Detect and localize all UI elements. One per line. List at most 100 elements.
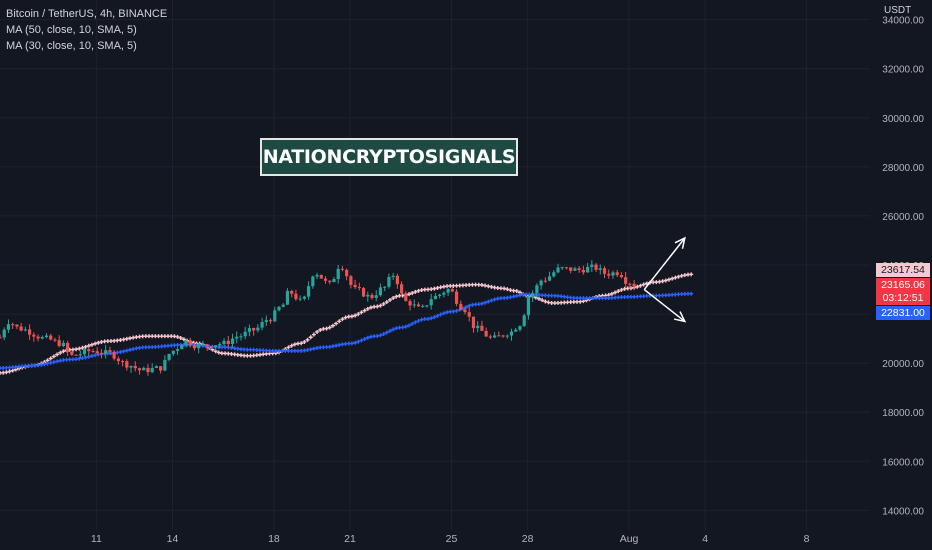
ma50-marker: [689, 272, 694, 277]
candle-body: [252, 328, 256, 331]
ma30-marker: [489, 298, 494, 303]
price-tick-label: 28000.00: [882, 163, 924, 174]
ma30-marker: [124, 348, 129, 353]
time-axis[interactable]: 11 14 18 21 25 28 Aug 4 8: [91, 533, 810, 545]
candle-body: [539, 280, 543, 286]
candle-body: [53, 339, 57, 341]
ma50-marker: [318, 327, 323, 332]
candle-body: [467, 312, 471, 317]
ma30-marker: [45, 361, 50, 366]
ma50-marker: [302, 339, 307, 344]
candle-body: [564, 267, 569, 269]
time-tick-label: 18: [268, 533, 280, 545]
ma50-marker: [327, 325, 332, 330]
ma30-marker: [479, 301, 484, 306]
ma50-marker: [181, 337, 186, 342]
candle-body: [192, 345, 197, 349]
ma50-marker: [663, 278, 668, 283]
ma50-marker: [387, 297, 392, 302]
candle-body: [438, 294, 442, 296]
candle-body: [197, 344, 201, 349]
candle-body: [260, 321, 264, 328]
candle-body: [315, 274, 319, 277]
price-tick-label: 16000.00: [882, 457, 924, 468]
candle-body: [116, 358, 120, 362]
arrow-up-line[interactable]: [643, 237, 686, 291]
ma30-marker: [384, 330, 389, 335]
ma30-marker: [391, 327, 396, 332]
ma50-marker: [635, 284, 640, 289]
candle-body: [285, 290, 290, 305]
ma50-marker: [315, 329, 320, 334]
candle-body: [230, 338, 235, 345]
ma30-price-label: 22831.00: [876, 306, 930, 320]
ma30-marker: [410, 321, 415, 326]
ma30-marker: [486, 299, 491, 304]
candle-body: [323, 278, 328, 281]
arrow-up-head: [674, 236, 686, 249]
ma50-marker: [311, 332, 316, 337]
ma30-marker: [381, 332, 386, 337]
ma50-marker: [514, 289, 519, 294]
ma30-marker: [483, 300, 488, 305]
symbol-title[interactable]: Bitcoin / TetherUS, 4h, BINANCE: [6, 8, 168, 20]
candle-body: [66, 342, 70, 352]
ma30-marker: [492, 297, 497, 302]
ma30-marker: [432, 315, 437, 320]
candle-body: [0, 337, 2, 339]
ma30-marker: [400, 325, 405, 330]
candle-body: [95, 351, 99, 354]
ma50-marker: [365, 306, 370, 311]
candles: [0, 260, 636, 376]
price-tick-label: 14000.00: [882, 506, 924, 517]
ma50-price-label: 23617.54: [876, 263, 930, 277]
ma30-marker: [83, 355, 88, 360]
ma50-marker: [353, 313, 358, 318]
candle-body: [15, 324, 19, 327]
candle-body: [353, 284, 357, 288]
candle-body: [302, 296, 306, 299]
candle-body: [607, 273, 611, 276]
candle-body: [581, 269, 585, 273]
candle-body: [340, 268, 345, 270]
ma50-marker: [619, 287, 624, 292]
axis-unit-label: USDT: [884, 5, 912, 16]
ma30-marker: [387, 328, 392, 333]
candle-body: [615, 272, 619, 276]
ma50-marker: [286, 345, 291, 350]
ma50-legend[interactable]: MA (50, close, 10, SMA, 5): [6, 24, 137, 36]
candle-body: [222, 340, 226, 345]
candle-body: [125, 361, 129, 368]
ma50-marker: [7, 369, 12, 374]
ma50-marker: [77, 346, 82, 351]
ma50-marker: [536, 296, 541, 301]
ma50-marker: [334, 321, 339, 326]
ma30-legend[interactable]: MA (30, close, 10, SMA, 5): [6, 40, 137, 52]
candle-body: [391, 275, 395, 277]
candle-body: [547, 276, 552, 281]
candle-body: [243, 331, 247, 337]
candle-body: [611, 272, 615, 276]
candle-body: [531, 293, 535, 298]
candle-body: [201, 344, 205, 346]
ma30-marker: [51, 360, 56, 365]
candle-body: [311, 276, 315, 287]
candle-body: [307, 286, 311, 297]
candle-body: [319, 274, 323, 279]
candle-body: [404, 293, 408, 302]
arrow-down-line[interactable]: [643, 288, 686, 323]
candle-body: [99, 353, 104, 355]
price-tick-label: 20000.00: [882, 359, 924, 370]
candle-body: [594, 264, 598, 270]
candle-body: [2, 329, 6, 338]
candle-body: [345, 269, 349, 277]
ma30-marker: [353, 340, 358, 345]
candle-body: [82, 349, 87, 355]
candle-body: [74, 354, 78, 356]
candle-body: [522, 315, 526, 327]
candle-body: [218, 344, 222, 346]
ma50-marker: [673, 275, 678, 280]
ma50-marker: [391, 296, 396, 301]
candle-body: [569, 267, 573, 271]
